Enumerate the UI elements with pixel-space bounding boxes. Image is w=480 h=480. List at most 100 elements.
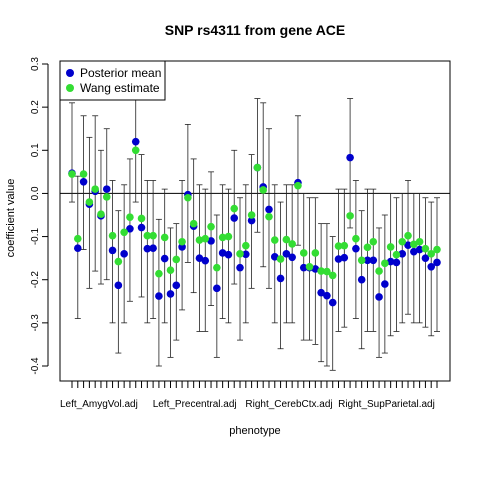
wang-estimate-point [155,269,163,278]
wang-estimate-point [120,228,128,237]
posterior-mean-point [415,245,424,254]
posterior-mean-point [421,254,430,262]
posterior-mean-point [236,263,244,272]
wang-estimate-point [410,240,418,249]
wang-estimate-point [149,231,157,240]
posterior-mean-point [114,281,123,290]
wang-estimate-point [131,146,140,155]
posterior-mean-point [213,284,221,293]
wang-estimate-point [79,170,88,178]
wang-estimate-point [178,237,186,246]
wang-estimate-point [404,231,412,240]
wang-estimate-point [265,212,273,221]
y-tick-label: 0.1 [30,143,41,157]
wang-estimate-point [340,241,349,250]
posterior-mean-point [375,293,383,301]
wang-estimate-point [224,232,233,241]
wang-estimate-point [126,213,134,221]
posterior-mean-point [357,275,366,284]
wang-estimate-point [184,193,192,202]
posterior-mean-point [230,214,239,222]
posterior-mean-point [346,153,354,162]
wang-estimate-point [242,241,250,250]
wang-estimate-point [166,266,175,275]
wang-estimate-point [137,214,146,223]
wang-estimate-point [189,219,198,228]
posterior-mean-point [126,225,134,233]
wang-estimate-point [91,185,99,193]
wang-estimate-point [352,234,360,243]
wang-estimate-point [288,240,296,248]
y-axis: 0.3 0.2 0.1 0.0 -0.1 -0.2 -0.3 -0.4 [30,57,49,375]
x-tick-label: Right_SupParietal.adj [338,399,435,410]
wang-estimate-point [334,242,343,250]
wang-estimate-point [323,267,331,276]
posterior-mean-point [392,258,401,267]
chart-title: SNP rs4311 from gene ACE [165,22,346,38]
x-axis: Left_AmygVol.adj Left_Precentral.adj Right… [60,380,438,410]
wang-estimate-point [369,237,378,246]
posterior-mean-point [317,288,325,297]
posterior-mean-point [155,292,163,300]
wang-estimate-point [282,235,291,244]
wang-estimate-point [427,250,436,258]
wang-estimate-point [317,267,325,275]
data-points [68,137,441,307]
wang-estimate-point [328,271,337,280]
y-tick-label: 0.3 [30,57,41,71]
wang-estimate-point [415,237,424,246]
wang-estimate-point [143,231,152,240]
posterior-mean-point [224,250,233,259]
wang-estimate-point [305,262,314,271]
posterior-mean-point [386,257,395,266]
posterior-mean-point [120,250,128,258]
legend-marker-wang-estimate [66,84,74,92]
wang-estimate-point [299,249,308,257]
posterior-mean-point [270,253,279,261]
wang-estimate-point [102,193,111,201]
wang-estimate-point [386,243,395,251]
wang-estimate-point [218,233,227,242]
posterior-mean-point [369,256,378,265]
wang-estimate-point [433,245,441,254]
posterior-mean-point [137,223,146,232]
wang-estimate-point [270,236,279,244]
wang-estimate-point [392,250,401,259]
legend-marker-posterior-mean [66,69,74,77]
legend-label-wang-estimate: Wang estimate [80,81,160,95]
posterior-mean-point [73,244,82,253]
wang-estimate-point [276,255,285,263]
wang-estimate-point [311,249,320,257]
y-tick-label: 0.2 [30,100,41,114]
posterior-mean-point [352,244,360,253]
posterior-mean-point [334,255,343,263]
wang-estimate-point [207,222,215,231]
wang-estimate-point [73,234,82,243]
wang-estimate-point [195,236,204,244]
posterior-mean-point [427,262,436,271]
posterior-mean-point [433,258,441,267]
posterior-mean-point [282,250,291,258]
posterior-mean-point [247,216,256,225]
legend: Posterior mean Wang estimate [59,60,166,101]
wang-estimate-point [363,243,372,252]
posterior-mean-point [242,250,250,259]
posterior-mean-point [149,244,157,253]
posterior-mean-point [299,263,308,272]
posterior-mean-point [143,244,152,253]
y-tick-label: -0.4 [30,357,41,375]
wang-estimate-point [346,212,354,220]
y-tick-label: 0.0 [30,186,41,200]
posterior-mean-point [265,205,273,214]
wang-estimate-point [357,256,366,265]
posterior-mean-point [404,241,412,249]
wang-estimate-point [375,267,383,275]
wang-estimate-point [172,255,181,264]
wang-estimate-point [381,259,389,268]
posterior-mean-point [172,281,181,290]
wang-estimate-point [97,210,105,218]
posterior-mean-point [410,247,418,256]
y-tick-label: -0.1 [30,228,41,246]
wang-estimate-point [160,233,169,242]
